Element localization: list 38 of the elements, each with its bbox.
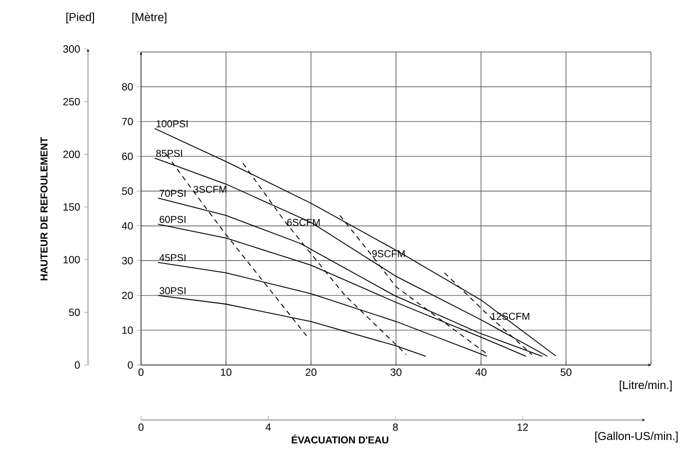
y-tick-label: 0 xyxy=(128,361,133,369)
y-tick-label: 10 xyxy=(122,326,133,334)
y2-tick-label: 50 xyxy=(69,308,80,316)
y-tick-label: 60 xyxy=(122,152,133,160)
y2-tick-label: 250 xyxy=(63,98,80,106)
y2-tick-label: 300 xyxy=(63,45,80,53)
x2-tick-label: 0 xyxy=(138,424,144,431)
y2-tick-label: 100 xyxy=(64,256,80,264)
series-label: 30PSI xyxy=(160,287,186,294)
y2-tick-label: 0 xyxy=(74,361,80,369)
series-label: 45PSI xyxy=(159,254,186,262)
x2-axis-title: [Gallon-US/min.] xyxy=(595,432,678,442)
y-tick-label: 50 xyxy=(122,187,133,195)
series-label: 70PSI xyxy=(160,190,186,197)
y-tick-label: 30 xyxy=(122,256,133,264)
x2-tick-label: 4 xyxy=(266,424,271,431)
x-tick-label: 50 xyxy=(560,368,572,376)
x-tick-label: 40 xyxy=(475,368,486,376)
text: ÉVACUATION D'EAU xyxy=(292,434,388,444)
x2-tick-label: 12 xyxy=(518,424,528,431)
y-axis-title: [Mètre] xyxy=(132,12,166,24)
y-tick-label: 40 xyxy=(122,222,133,230)
series-label: 100PSI xyxy=(156,120,188,128)
y2-tick-label: 150 xyxy=(64,203,80,211)
text: HAUTEUR DE REFOULEMENT xyxy=(40,137,48,280)
x-tick-label: 20 xyxy=(306,368,316,376)
x-axis-title: [Litre/min.] xyxy=(620,380,672,392)
x-tick-label: 30 xyxy=(390,368,402,376)
x-tick-label: 0 xyxy=(138,368,144,376)
series-label: 85PSI xyxy=(156,150,182,157)
y2-tick-label: 200 xyxy=(63,150,80,158)
series-label: 60PSI xyxy=(160,216,186,223)
y-tick-label: 70 xyxy=(122,118,133,126)
y-tick-label: 80 xyxy=(122,83,133,90)
x-tick-label: 10 xyxy=(220,368,232,376)
y2-axis-title: [Pied] xyxy=(66,12,94,24)
y-tick-label: 20 xyxy=(122,292,133,300)
x2-tick-label: 8 xyxy=(392,424,398,431)
